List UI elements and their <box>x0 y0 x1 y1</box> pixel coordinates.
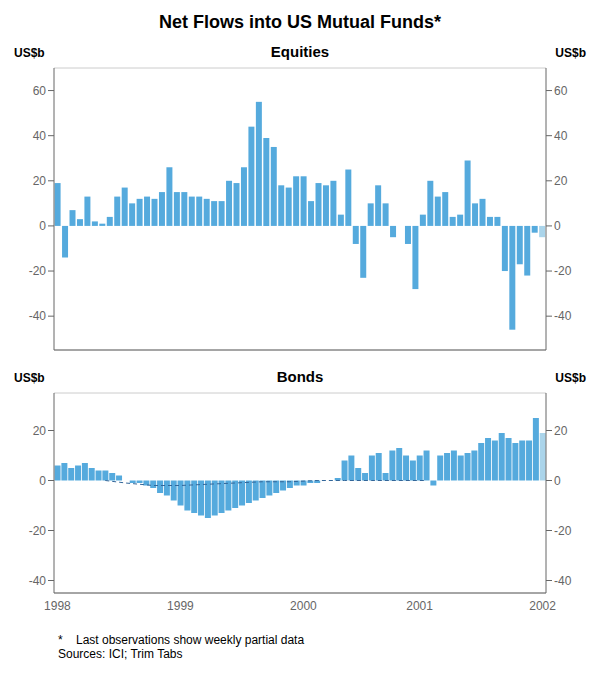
svg-text:60: 60 <box>554 84 568 98</box>
svg-text:2001: 2001 <box>406 599 433 613</box>
html-text:US$b: US$b <box>14 371 45 385</box>
svg-text:-40: -40 <box>554 574 572 588</box>
html-text:US$b: US$b <box>555 371 586 385</box>
svg-text:-20: -20 <box>29 264 47 278</box>
svg-text:1999: 1999 <box>167 599 194 613</box>
svg-text:2000: 2000 <box>290 599 317 613</box>
svg-text:40: 40 <box>33 129 47 143</box>
svg-text:60: 60 <box>33 84 47 98</box>
svg-text:-40: -40 <box>29 574 47 588</box>
html-text:Equities: Equities <box>270 43 330 60</box>
svg-text:-40: -40 <box>29 309 47 323</box>
html-text:US$b: US$b <box>14 46 45 60</box>
svg-text:0: 0 <box>554 219 561 233</box>
svg-text:0: 0 <box>39 219 46 233</box>
svg-text:20: 20 <box>33 424 47 438</box>
svg-text:-20: -20 <box>554 264 572 278</box>
svg-text:0: 0 <box>39 474 46 488</box>
svg-text:40: 40 <box>554 129 568 143</box>
html-text:* Last observations show weekl: * Last observations show weekly partial … <box>58 633 305 661</box>
svg-text:-20: -20 <box>554 524 572 538</box>
svg-text:20: 20 <box>554 424 568 438</box>
svg-text:-40: -40 <box>554 309 572 323</box>
svg-text:-20: -20 <box>29 524 47 538</box>
html-text:US$b: US$b <box>555 46 586 60</box>
svg-text:1998: 1998 <box>44 599 71 613</box>
svg-text:20: 20 <box>33 174 47 188</box>
svg-text:2002: 2002 <box>529 599 556 613</box>
svg-text:0: 0 <box>554 474 561 488</box>
html-text:Bonds: Bonds <box>276 368 324 385</box>
html-text:Net Flows into US Mutual Funds: Net Flows into US Mutual Funds* <box>159 12 441 32</box>
svg-text:20: 20 <box>554 174 568 188</box>
